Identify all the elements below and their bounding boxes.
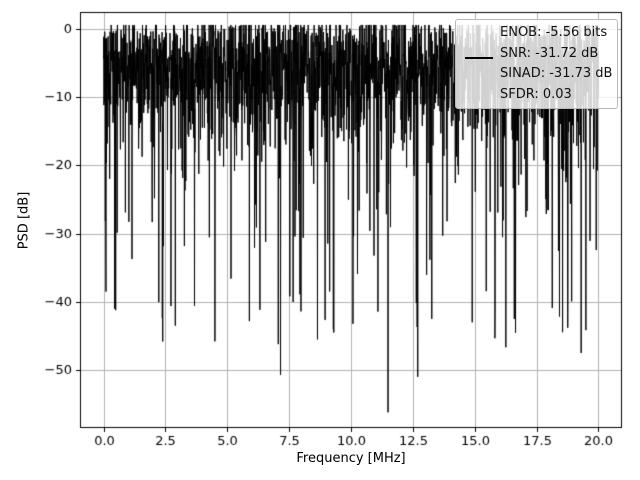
legend-line-snr: SNR: -31.72 dB	[500, 45, 599, 61]
x-axis-label: Frequency [MHz]	[296, 451, 406, 466]
legend-line-sfdr: SFDR: 0.03	[500, 86, 572, 102]
legend-line-enob: ENOB: -5.56 bits	[500, 25, 608, 40]
legend: ENOB: -5.56 bits SNR: -31.72 dB SINAD: -…	[455, 19, 618, 109]
legend-line-sinad: SINAD: -31.73 dB	[500, 66, 613, 81]
legend-line-sample	[465, 57, 493, 59]
y-axis-label: PSD [dB]	[16, 191, 32, 250]
legend-text-block: ENOB: -5.56 bits SNR: -31.72 dB SINAD: -…	[500, 23, 612, 105]
